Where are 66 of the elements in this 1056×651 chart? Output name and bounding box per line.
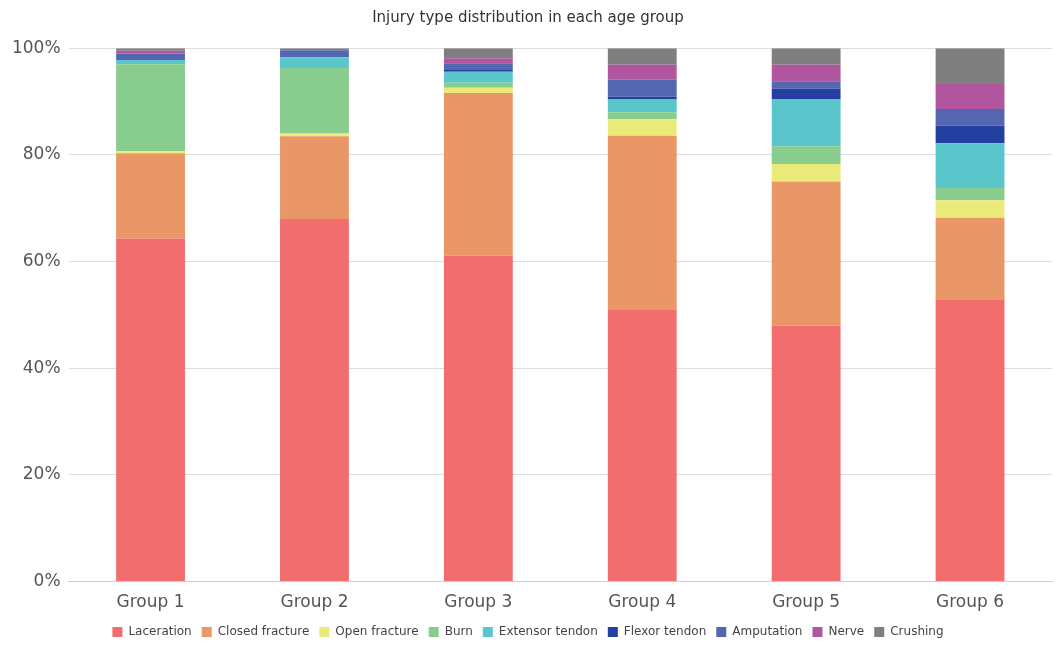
bar — [771, 181, 841, 326]
x-tick-label: Group 2 — [280, 591, 349, 612]
bar — [935, 83, 1005, 110]
bar — [280, 67, 349, 134]
bar — [116, 53, 185, 60]
bar — [607, 310, 677, 582]
legend-label: Open fracture — [335, 624, 419, 639]
bar — [116, 153, 185, 239]
x-tick-label: Group 6 — [936, 591, 1005, 612]
bar — [116, 64, 185, 152]
legend-label: Crushing — [890, 624, 944, 639]
legend-label: Burn — [444, 624, 473, 639]
x-tick-label: Group 1 — [116, 591, 185, 612]
bar — [443, 255, 513, 582]
legend-label: Nerve — [828, 624, 865, 639]
bar — [607, 135, 677, 311]
bar — [607, 119, 677, 136]
legend-label: Flexor tendon — [623, 624, 707, 639]
y-tick-label: 80% — [22, 143, 61, 164]
bar — [280, 218, 349, 582]
bar — [935, 299, 1005, 582]
legend-label: Amputation — [732, 624, 803, 639]
chart-title: Injury type distribution in each age group — [371, 7, 685, 28]
legend-label: Extensor tendon — [498, 624, 598, 639]
bar — [935, 217, 1005, 300]
bar — [607, 48, 677, 65]
bar — [443, 82, 513, 88]
bar — [771, 64, 841, 82]
bar — [771, 325, 841, 582]
bar — [607, 79, 677, 97]
bar — [443, 93, 513, 256]
bar — [771, 146, 841, 164]
bar — [771, 81, 841, 89]
bar — [771, 88, 841, 100]
bar — [116, 238, 185, 582]
bar — [280, 136, 349, 219]
bar — [443, 87, 513, 94]
bar — [771, 163, 841, 182]
bar — [443, 58, 513, 64]
bar — [935, 187, 1005, 201]
bar — [116, 151, 185, 154]
bar — [280, 50, 349, 58]
bar — [443, 63, 513, 71]
legend-label: Closed fracture — [217, 624, 310, 639]
legend-label: Laceration — [128, 624, 192, 639]
bar — [935, 109, 1005, 126]
bar — [771, 48, 841, 65]
bar — [607, 112, 677, 120]
bar — [607, 64, 677, 80]
y-tick-label: 60% — [22, 249, 61, 270]
y-tick-label: 40% — [22, 356, 61, 377]
x-tick-label: Group 3 — [444, 591, 513, 612]
bar — [607, 99, 677, 113]
bar — [935, 200, 1005, 218]
y-tick-label: 0% — [33, 570, 61, 591]
bar — [280, 57, 349, 68]
y-tick-label: 100% — [11, 36, 61, 57]
bar — [443, 71, 513, 83]
x-tick-label: Group 4 — [608, 591, 677, 612]
bar — [935, 125, 1005, 144]
bar — [935, 143, 1005, 188]
x-tick-label: Group 5 — [772, 591, 841, 612]
bar — [771, 99, 841, 147]
y-tick-label: 20% — [22, 463, 61, 484]
bar — [935, 48, 1005, 84]
bar — [116, 59, 185, 65]
